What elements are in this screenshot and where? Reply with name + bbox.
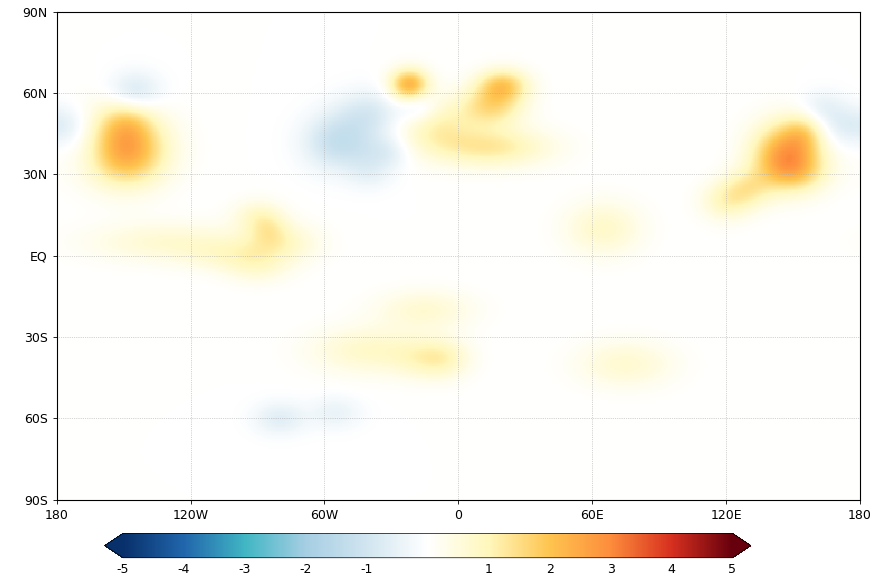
PathPatch shape: [105, 533, 123, 558]
PathPatch shape: [732, 533, 751, 558]
